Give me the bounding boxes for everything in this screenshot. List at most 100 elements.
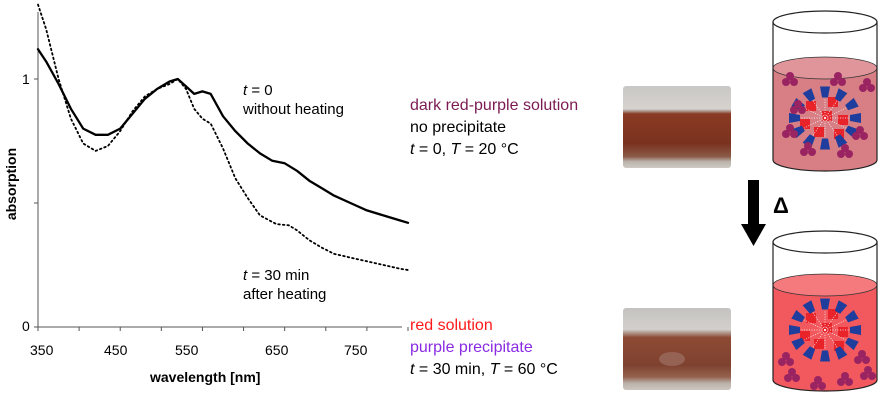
series-label-t0: t = 0: [243, 82, 273, 99]
beaker-after-walls: [772, 242, 878, 392]
x-axis-title: wavelength [nm]: [150, 369, 261, 385]
bead: [804, 142, 812, 150]
beaker-before-rim: [772, 10, 878, 34]
state-before-precipitate: no precipitate: [410, 119, 507, 136]
bead: [862, 356, 870, 364]
bead: [810, 382, 818, 390]
cluster-cone: [845, 309, 859, 323]
cluster-link: [824, 329, 838, 348]
vial-photo-before: [623, 86, 731, 168]
x-tick-label: 350: [30, 342, 54, 358]
cluster-cone: [802, 346, 816, 360]
cluster-core: [814, 339, 824, 349]
beaker-before-walls: [772, 22, 878, 172]
bead: [800, 148, 808, 156]
bead: [837, 378, 845, 386]
series-sublabel-t30: after heating: [243, 286, 327, 303]
cluster-cone: [820, 86, 830, 98]
bead: [860, 372, 868, 380]
cluster-cone: [789, 325, 800, 335]
x-tick-label: 450: [104, 342, 128, 358]
series-line-t30: [37, 3, 409, 271]
y-tick-label: 1: [22, 71, 30, 87]
bead: [786, 72, 794, 80]
cluster-cone: [820, 138, 830, 150]
bead: [864, 366, 872, 374]
bead: [790, 106, 798, 114]
cluster-core: [800, 331, 810, 341]
cluster-cone: [834, 300, 848, 314]
heating-arrow: [741, 180, 766, 246]
cluster-cone: [845, 337, 859, 351]
bead: [845, 150, 853, 158]
bead: [837, 150, 845, 158]
bead: [790, 78, 798, 86]
cluster-link: [812, 117, 826, 136]
bead: [845, 378, 853, 386]
state-after-conditions: t = 30 min, T = 60 °C: [410, 361, 558, 378]
bead: [786, 124, 794, 132]
beaker-after: [772, 230, 878, 392]
bead: [788, 368, 796, 376]
cluster-core: [806, 313, 816, 323]
chart-series: [36, 3, 410, 271]
bead: [863, 78, 871, 86]
x-tick-label: 550: [175, 342, 199, 358]
bead: [868, 372, 876, 380]
beaker-before: [772, 10, 878, 172]
bead: [782, 78, 790, 86]
cluster-link: [812, 100, 826, 119]
y-tick-label: 0: [22, 318, 30, 334]
bead: [834, 72, 842, 80]
bead: [794, 100, 802, 108]
cluster-core: [828, 97, 838, 107]
bead: [841, 372, 849, 380]
cluster-cone: [791, 309, 805, 323]
bead: [808, 148, 816, 156]
bead: [798, 106, 806, 114]
cluster-cone: [850, 325, 861, 335]
bead: [790, 130, 798, 138]
cluster-cone: [789, 113, 800, 123]
cluster-core: [838, 115, 848, 125]
cluster-core: [834, 341, 844, 351]
cluster-cone: [791, 337, 805, 351]
bead: [814, 376, 822, 384]
precipitated-beads: [778, 350, 876, 390]
cluster-link: [812, 329, 826, 348]
bead: [860, 132, 868, 140]
cluster-cone: [802, 300, 816, 314]
vial-photo-after: [623, 308, 731, 390]
arrow-head: [741, 224, 766, 246]
state-after-solution: red solution: [410, 317, 493, 334]
cluster-core: [828, 309, 838, 319]
cluster-cone: [834, 88, 848, 102]
cluster-cone: [802, 88, 816, 102]
chart-axes: [34, 12, 409, 331]
cluster-core: [814, 127, 824, 137]
bead: [784, 374, 792, 382]
bead: [778, 358, 786, 366]
cluster-core: [800, 119, 810, 129]
x-tick-label: 750: [344, 342, 368, 358]
state-before-color: dark red-purple solution: [410, 97, 579, 114]
bead: [786, 358, 794, 366]
dispersed-beads: [782, 72, 875, 158]
bead: [782, 352, 790, 360]
cluster-cone: [820, 298, 830, 310]
bead: [859, 84, 867, 92]
cluster-cone: [850, 113, 861, 123]
bead: [818, 382, 826, 390]
bead: [792, 374, 800, 382]
cluster-core: [822, 111, 832, 121]
bead: [854, 356, 862, 364]
heating-symbol: Δ: [773, 193, 789, 218]
bead: [830, 78, 838, 86]
cluster-link: [824, 100, 838, 119]
beaker-after-liquid-surface: [772, 273, 878, 297]
cluster-cone: [845, 97, 859, 111]
arrow-shaft: [748, 180, 759, 226]
state-before-conditions: t = 0, T = 20 °C: [410, 141, 519, 158]
